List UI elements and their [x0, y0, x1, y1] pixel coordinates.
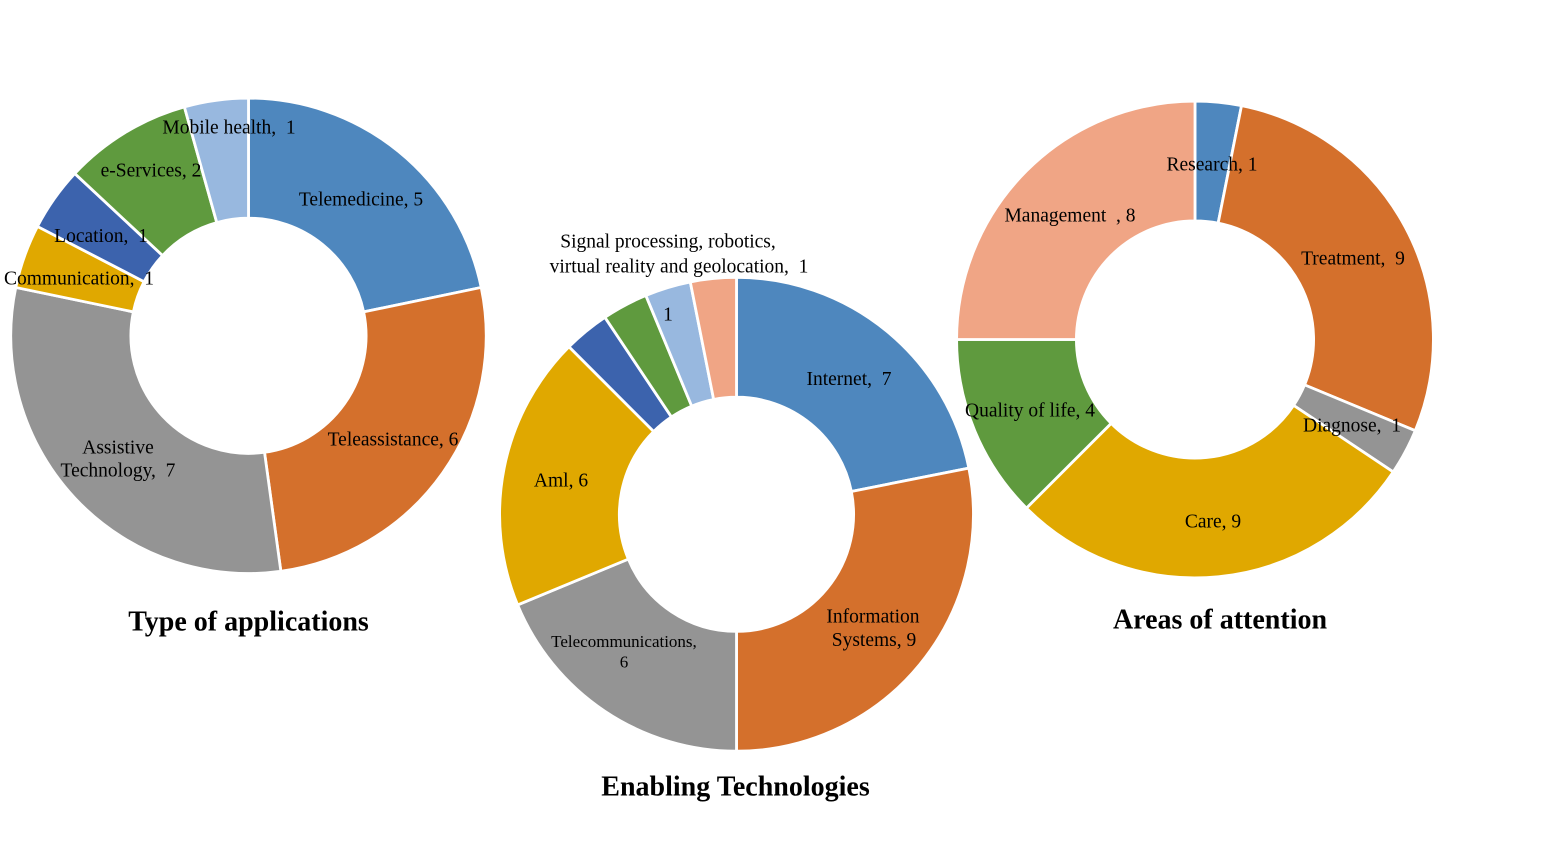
svg-text:Telemedicine, 5: Telemedicine, 5: [299, 189, 423, 210]
svg-text:Technology, 7: Technology, 7: [61, 460, 176, 481]
svg-text:Communication, 1: Communication, 1: [4, 268, 154, 289]
svg-text:Information: Information: [826, 606, 919, 627]
svg-text:Mobile health, 1: Mobile health, 1: [162, 117, 295, 138]
svg-text:Teleassistance, 6: Teleassistance, 6: [328, 429, 459, 450]
svg-text:Aml, 6: Aml, 6: [534, 470, 588, 491]
svg-text:virtual reality and geolocatio: virtual reality and geolocation, 1: [550, 256, 809, 277]
svg-text:Areas of attention: Areas of attention: [1113, 604, 1328, 635]
svg-text:Assistive: Assistive: [82, 437, 154, 458]
svg-text:1: 1: [663, 304, 673, 325]
svg-text:Management , 8: Management , 8: [1004, 205, 1135, 226]
svg-text:Telecommunications,: Telecommunications,: [551, 632, 697, 651]
svg-text:Enabling Technologies: Enabling Technologies: [601, 771, 870, 802]
svg-text:Research, 1: Research, 1: [1167, 154, 1258, 175]
svg-text:Diagnose, 1: Diagnose, 1: [1303, 415, 1401, 436]
svg-text:e-Services, 2: e-Services, 2: [101, 160, 202, 181]
svg-text:Quality of life, 4: Quality of life, 4: [965, 400, 1095, 421]
svg-text:Systems, 9: Systems, 9: [832, 630, 917, 651]
svg-text:Location, 1: Location, 1: [54, 226, 148, 247]
svg-text:Signal processing, robotics,: Signal processing, robotics,: [560, 231, 776, 252]
svg-text:Treatment, 9: Treatment, 9: [1301, 248, 1405, 269]
svg-text:Care, 9: Care, 9: [1185, 511, 1241, 532]
svg-text:Internet, 7: Internet, 7: [806, 369, 891, 390]
svg-text:Type of applications: Type of applications: [128, 606, 369, 637]
svg-text:6: 6: [620, 653, 629, 672]
